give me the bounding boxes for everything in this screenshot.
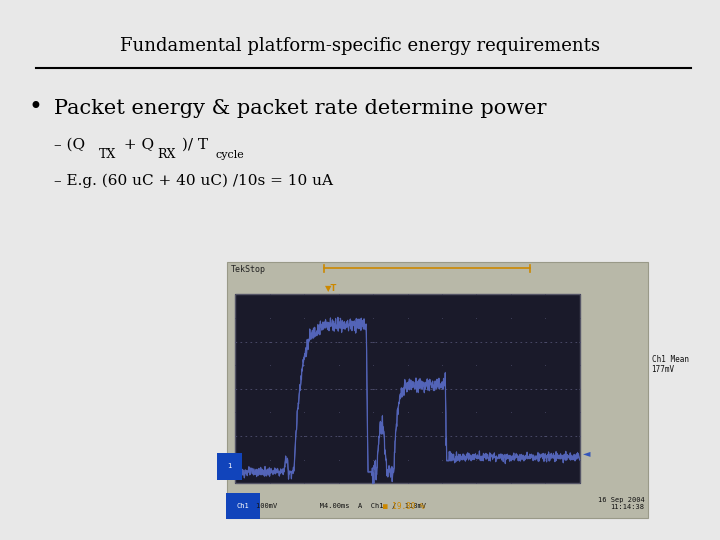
Text: RX: RX — [157, 147, 176, 161]
Text: TX: TX — [99, 147, 116, 161]
Text: – (Q: – (Q — [54, 138, 85, 152]
Text: )/ T: )/ T — [177, 138, 208, 152]
Text: 16 Sep 2004
11:14:38: 16 Sep 2004 11:14:38 — [598, 497, 644, 510]
Text: Fundamental platform-specific energy requirements: Fundamental platform-specific energy req… — [120, 37, 600, 55]
Bar — [227, 262, 648, 518]
Text: 1: 1 — [228, 463, 232, 469]
Text: 100mV          M4.00ms  A  Ch1  /  118mV: 100mV M4.00ms A Ch1 / 118mV — [256, 503, 426, 509]
Bar — [235, 294, 580, 483]
Text: – E.g. (60 uC + 40 uC) /10s = 10 uA: – E.g. (60 uC + 40 uC) /10s = 10 uA — [54, 174, 333, 188]
Text: ▼T: ▼T — [325, 282, 338, 292]
Text: Ch1 Mean
177mV: Ch1 Mean 177mV — [652, 355, 688, 374]
Text: + Q: + Q — [119, 138, 154, 152]
Text: TekStop: TekStop — [230, 265, 266, 274]
Text: •: • — [29, 97, 42, 119]
Text: ◄: ◄ — [583, 448, 590, 458]
Text: ■ 19.80 %: ■ 19.80 % — [382, 502, 424, 511]
Text: cycle: cycle — [215, 150, 244, 160]
Text: Ch1: Ch1 — [237, 503, 250, 509]
Text: Packet energy & packet rate determine power: Packet energy & packet rate determine po… — [54, 98, 546, 118]
